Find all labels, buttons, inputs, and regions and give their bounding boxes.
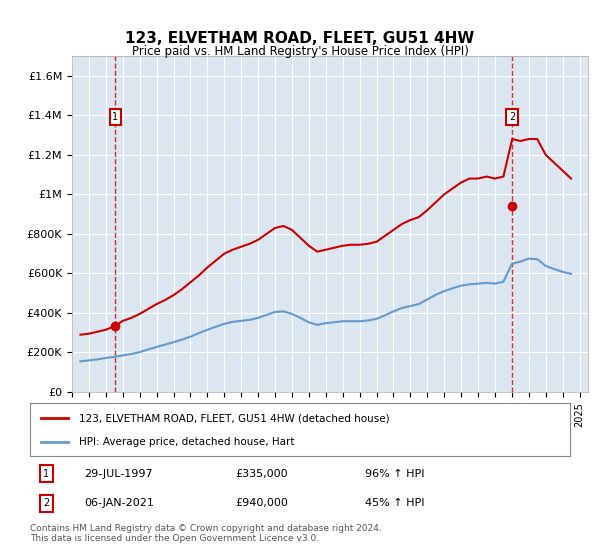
Text: Contains HM Land Registry data © Crown copyright and database right 2024.
This d: Contains HM Land Registry data © Crown c… — [30, 524, 382, 543]
Text: 2: 2 — [509, 112, 515, 122]
Text: HPI: Average price, detached house, Hart: HPI: Average price, detached house, Hart — [79, 436, 294, 446]
Text: 45% ↑ HPI: 45% ↑ HPI — [365, 498, 424, 508]
Text: 123, ELVETHAM ROAD, FLEET, GU51 4HW: 123, ELVETHAM ROAD, FLEET, GU51 4HW — [125, 31, 475, 46]
Text: £940,000: £940,000 — [235, 498, 288, 508]
Text: 96% ↑ HPI: 96% ↑ HPI — [365, 469, 424, 479]
Text: 1: 1 — [43, 469, 49, 479]
Text: 2: 2 — [43, 498, 49, 508]
Text: Price paid vs. HM Land Registry's House Price Index (HPI): Price paid vs. HM Land Registry's House … — [131, 45, 469, 58]
Text: 29-JUL-1997: 29-JUL-1997 — [84, 469, 152, 479]
Text: 06-JAN-2021: 06-JAN-2021 — [84, 498, 154, 508]
Text: 123, ELVETHAM ROAD, FLEET, GU51 4HW (detached house): 123, ELVETHAM ROAD, FLEET, GU51 4HW (det… — [79, 413, 389, 423]
Text: 1: 1 — [112, 112, 119, 122]
Text: £335,000: £335,000 — [235, 469, 288, 479]
